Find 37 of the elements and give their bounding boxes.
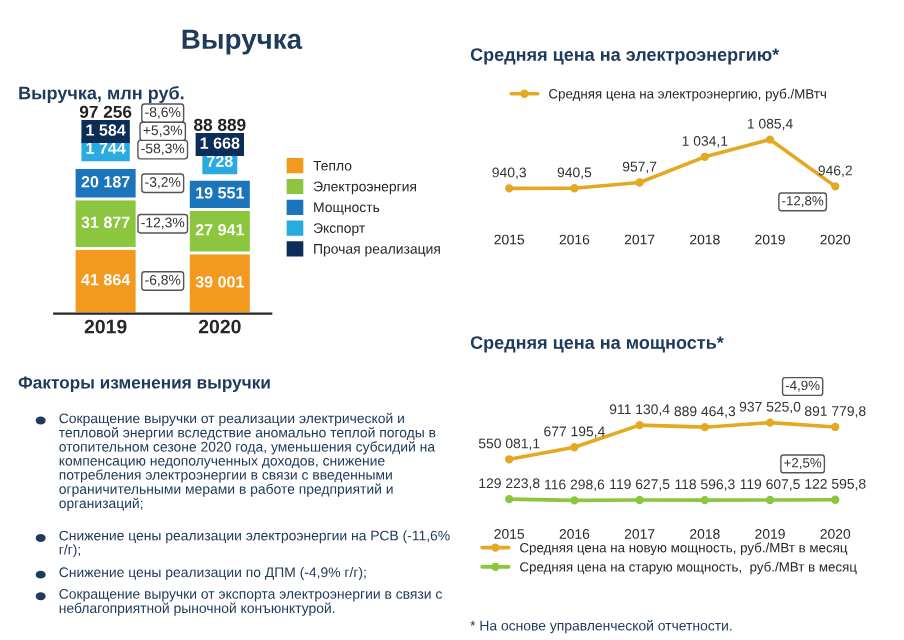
point — [635, 178, 644, 187]
data-label: 31 877 — [81, 216, 130, 229]
data-label: 1 584 — [86, 124, 126, 136]
point — [505, 494, 514, 504]
chart-title: Выручка, млн руб. — [19, 85, 184, 103]
point — [765, 495, 775, 505]
point — [700, 152, 709, 161]
point — [831, 495, 840, 504]
point — [570, 184, 579, 193]
x-tick-label: 2020 — [198, 319, 241, 334]
x-tick-label: 2019 — [84, 319, 127, 334]
point — [831, 182, 840, 191]
point — [831, 422, 840, 432]
data-label: 1 668 — [200, 137, 240, 149]
point — [700, 495, 709, 505]
point — [570, 496, 579, 505]
text: Выручка — [182, 29, 303, 55]
point — [765, 135, 775, 144]
point — [635, 420, 644, 430]
data-label: 39 001 — [195, 276, 245, 288]
data-label: 20 187 — [81, 176, 130, 188]
data-label: 19 551 — [196, 187, 245, 199]
point — [505, 455, 514, 464]
point — [700, 423, 709, 432]
point — [505, 184, 514, 193]
data-label: 1 744 — [86, 142, 126, 154]
point — [570, 443, 579, 452]
chart-title: Средняя цена на электроэнергию* — [470, 48, 780, 65]
point — [635, 495, 644, 505]
total-label: 97 256 — [79, 105, 132, 118]
chart-title: Средняя цена на мощность* — [470, 336, 724, 353]
data-label: 27 941 — [195, 224, 245, 236]
total-label: 88 889 — [194, 118, 246, 131]
text: Факторы изменения выручки — [18, 376, 270, 393]
data-label: 41 864 — [81, 273, 131, 286]
data-label: 728 — [207, 155, 233, 167]
point — [765, 418, 775, 427]
